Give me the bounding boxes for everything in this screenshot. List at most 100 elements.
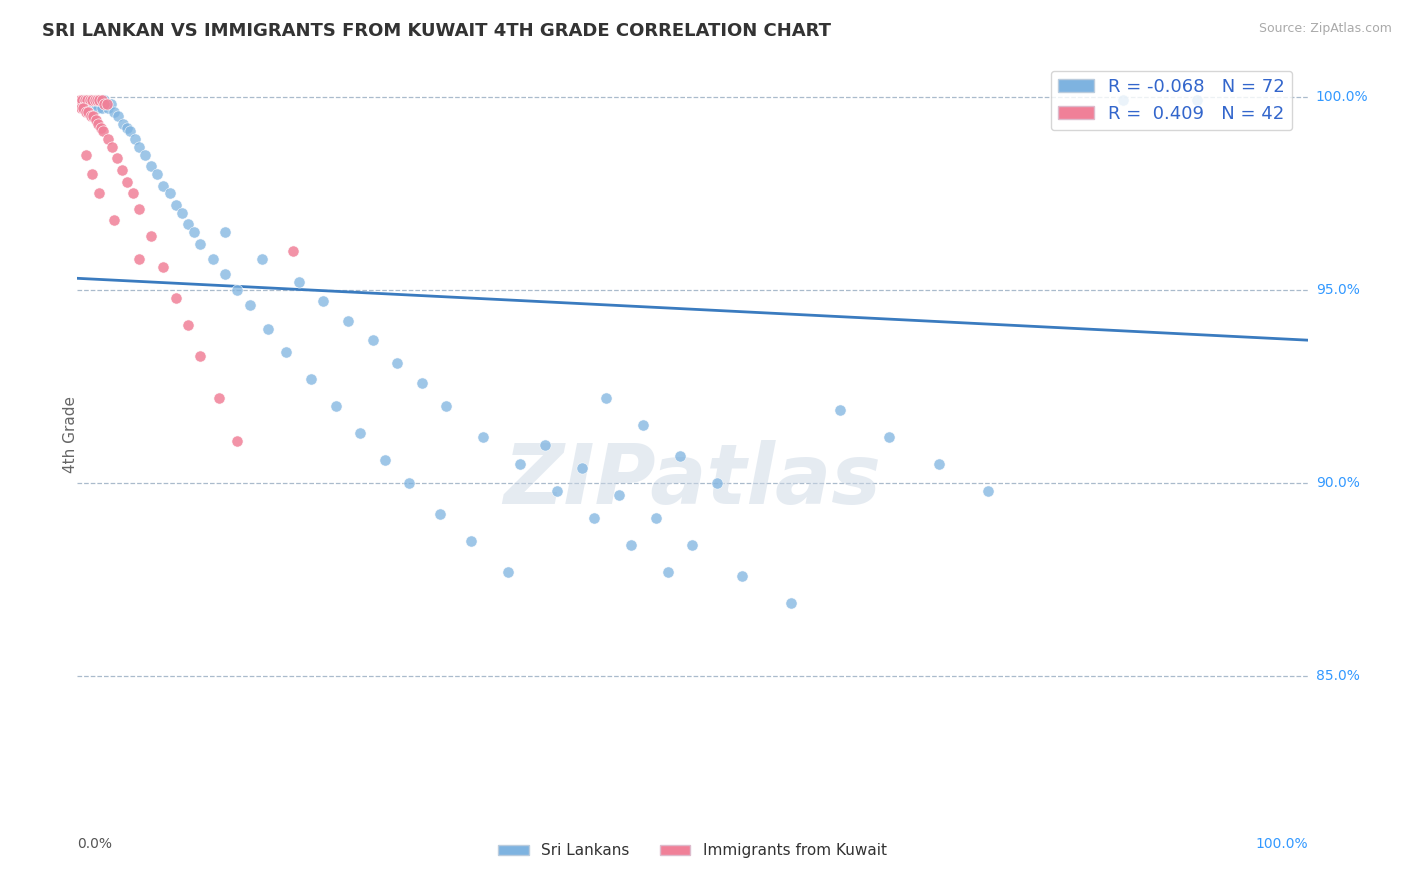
Point: [69, 94, 91, 108]
Text: ZIPatlas: ZIPatlas: [503, 440, 882, 521]
Point: [73, 94, 96, 108]
Point: [170, 205, 193, 219]
Point: [84, 97, 107, 112]
Point: [429, 507, 451, 521]
Point: [1112, 94, 1135, 108]
Point: [83, 94, 105, 108]
Point: [90, 94, 114, 108]
Point: [165, 198, 187, 212]
Point: [89, 94, 111, 108]
Point: [669, 449, 692, 463]
Point: [115, 175, 138, 189]
Point: [128, 252, 150, 266]
Point: [183, 225, 205, 239]
Point: [86, 94, 108, 108]
Point: [534, 437, 557, 451]
Point: [101, 140, 124, 154]
Point: [91, 124, 114, 138]
Text: 95.0%: 95.0%: [1316, 283, 1360, 297]
Point: [82, 94, 104, 108]
Point: [82, 167, 104, 181]
Point: [780, 596, 803, 610]
Point: [977, 483, 1000, 498]
Point: [460, 534, 482, 549]
Point: [90, 120, 112, 135]
Point: [87, 101, 110, 115]
Point: [76, 94, 98, 108]
Point: [706, 476, 728, 491]
Point: [288, 275, 311, 289]
Point: [100, 97, 122, 112]
Point: [75, 147, 97, 161]
Point: [93, 94, 115, 108]
Point: [496, 565, 519, 579]
Point: [107, 109, 129, 123]
Point: [201, 252, 224, 266]
Point: [546, 483, 568, 498]
Text: 0.0%: 0.0%: [77, 837, 112, 851]
Point: [250, 252, 273, 266]
Point: [374, 453, 396, 467]
Point: [657, 565, 679, 579]
Point: [141, 159, 163, 173]
Point: [128, 140, 150, 154]
Point: [830, 402, 852, 417]
Point: [644, 511, 666, 525]
Point: [124, 132, 146, 146]
Point: [79, 94, 101, 108]
Point: [325, 399, 347, 413]
Point: [385, 356, 409, 370]
Point: [208, 391, 231, 405]
Point: [682, 538, 704, 552]
Text: 85.0%: 85.0%: [1316, 669, 1360, 683]
Point: [75, 105, 97, 120]
Point: [226, 283, 249, 297]
Point: [239, 298, 262, 312]
Point: [128, 202, 150, 216]
Y-axis label: 4th Grade: 4th Grade: [63, 396, 77, 474]
Point: [152, 260, 174, 274]
Point: [80, 109, 103, 123]
Point: [607, 488, 630, 502]
Point: [226, 434, 249, 448]
Point: [141, 228, 163, 243]
Point: [177, 217, 200, 231]
Point: [177, 318, 200, 332]
Point: [159, 186, 181, 201]
Point: [72, 94, 94, 108]
Text: Source: ZipAtlas.com: Source: ZipAtlas.com: [1258, 22, 1392, 36]
Text: 100.0%: 100.0%: [1256, 837, 1308, 851]
Point: [928, 457, 950, 471]
Point: [70, 101, 93, 115]
Point: [70, 94, 93, 108]
Point: [79, 94, 101, 108]
Point: [93, 97, 115, 112]
Point: [103, 213, 125, 227]
Point: [214, 225, 236, 239]
Point: [398, 476, 420, 491]
Point: [152, 178, 174, 193]
Point: [96, 97, 118, 112]
Point: [312, 294, 335, 309]
Point: [276, 344, 298, 359]
Point: [165, 291, 187, 305]
Point: [595, 391, 617, 405]
Point: [111, 117, 134, 131]
Point: [115, 120, 138, 135]
Legend: Sri Lankans, Immigrants from Kuwait: Sri Lankans, Immigrants from Kuwait: [492, 838, 893, 864]
Point: [1185, 94, 1208, 108]
Point: [411, 376, 433, 390]
Point: [121, 186, 143, 201]
Point: [281, 244, 304, 259]
Text: 100.0%: 100.0%: [1316, 89, 1368, 103]
Point: [583, 511, 606, 525]
Point: [472, 430, 495, 444]
Point: [879, 430, 901, 444]
Point: [509, 457, 531, 471]
Point: [97, 132, 120, 146]
Point: [436, 399, 458, 413]
Point: [134, 147, 156, 161]
Point: [349, 425, 371, 440]
Point: [97, 101, 120, 115]
Point: [633, 418, 655, 433]
